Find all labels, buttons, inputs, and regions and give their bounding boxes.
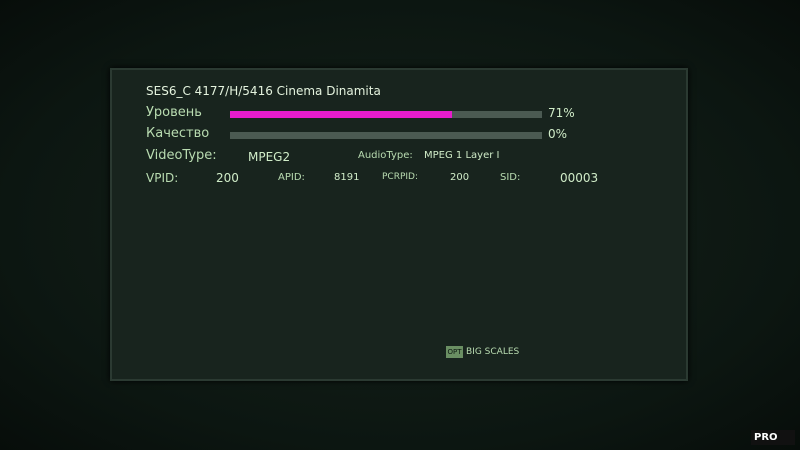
signal-value: 71% bbox=[548, 106, 575, 120]
pid-value: 200 bbox=[450, 172, 470, 183]
signal-label: Уровень bbox=[146, 105, 202, 120]
pid-label: PCRPID: bbox=[382, 172, 419, 182]
pid-label: APID: bbox=[278, 172, 305, 183]
type-label: VideoType: bbox=[146, 148, 217, 163]
type-value: MPEG 1 Layer I bbox=[424, 150, 500, 161]
type-label: AudioType: bbox=[358, 150, 413, 161]
footer-label: BIG SCALES bbox=[466, 347, 520, 357]
signal-label: Качество bbox=[146, 126, 210, 141]
signal-bar bbox=[230, 111, 452, 118]
opt-key[interactable]: OPT bbox=[446, 346, 463, 358]
pid-value: 200 bbox=[216, 171, 239, 185]
signal-value: 0% bbox=[548, 127, 568, 141]
pid-label: VPID: bbox=[146, 171, 179, 185]
signal-track bbox=[230, 111, 542, 118]
type-value: MPEG2 bbox=[248, 150, 291, 164]
pid-label: SID: bbox=[500, 172, 521, 183]
info-panel: SES6_C 4177/H/5416 Cinema Dinamita Урове… bbox=[110, 68, 688, 381]
signal-track bbox=[230, 132, 542, 139]
pid-value: 00003 bbox=[560, 171, 599, 185]
channel-title: SES6_C 4177/H/5416 Cinema Dinamita bbox=[146, 84, 381, 98]
pid-value: 8191 bbox=[334, 172, 360, 183]
watermark: PRO bbox=[751, 430, 795, 445]
